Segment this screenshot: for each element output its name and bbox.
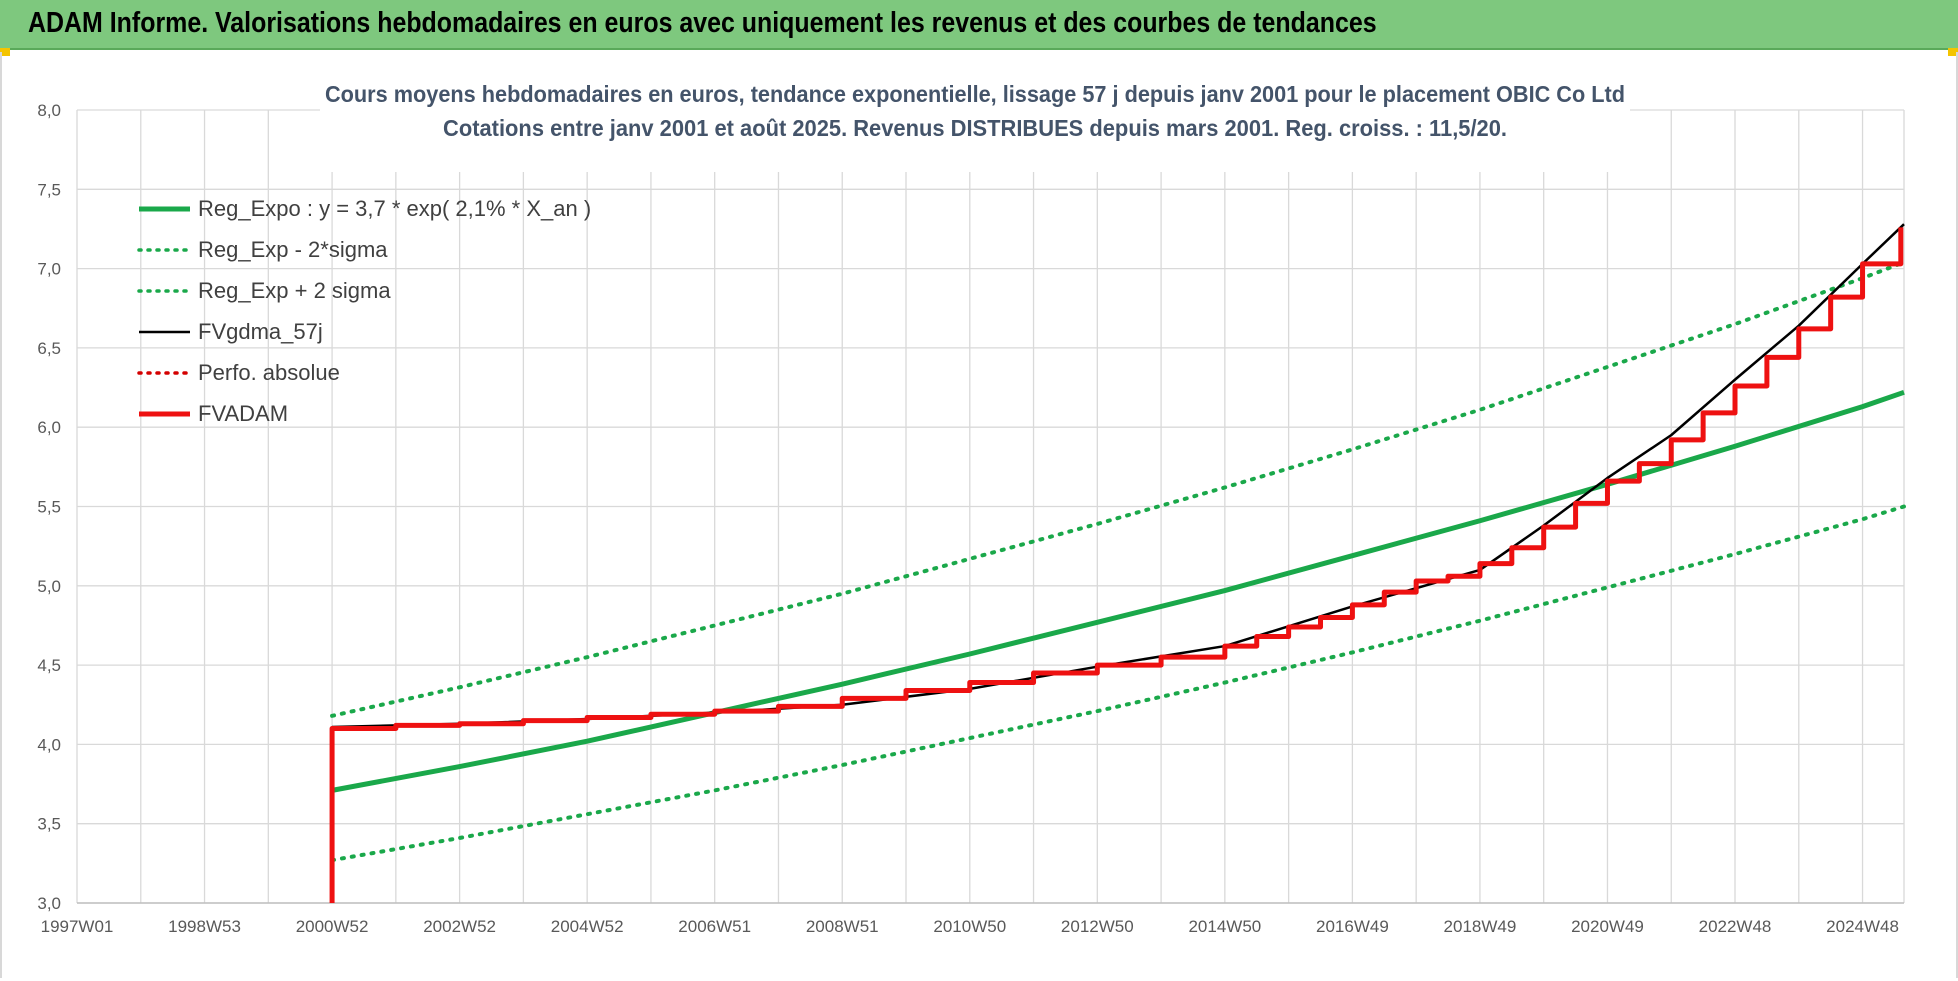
y-tick-label: 4,5 (37, 656, 61, 675)
series-line-0 (331, 389, 1905, 793)
x-tick-label: 2002W52 (423, 917, 496, 936)
x-tick-label: 2022W48 (1699, 917, 1772, 936)
y-tick-label: 4,0 (37, 735, 61, 754)
series-line-5 (329, 227, 1904, 903)
y-tick-label: 8,0 (37, 101, 61, 120)
x-tick-label: 2014W50 (1188, 917, 1261, 936)
corner-marker-left (0, 48, 10, 56)
x-tick-label: 2008W51 (806, 917, 879, 936)
y-tick-label: 5,5 (37, 498, 61, 517)
legend: Reg_Expo : y = 3,7 * exp( 2,1% * X_an ) R… (137, 196, 591, 426)
legend-label-2: Reg_Exp + 2 sigma (198, 278, 391, 303)
report-title: ADAM Informe. Valorisations hebdomadaire… (28, 7, 1377, 39)
legend-label-4: Perfo. absolue (198, 360, 340, 385)
chart-subtitle: Cotations entre janv 2001 et août 2025. … (443, 115, 1507, 141)
legend-label-3: FVgdma_57j (198, 319, 323, 344)
series-line-3 (332, 223, 1905, 729)
x-tick-label: 2012W50 (1061, 917, 1134, 936)
title-background (320, 82, 1630, 172)
x-tick-label: 1998W53 (168, 917, 241, 936)
x-tick-label: 1997W01 (41, 917, 114, 936)
y-tick-label: 6,5 (37, 339, 61, 358)
y-tick-label: 3,5 (37, 815, 61, 834)
y-tick-label: 3,0 (37, 894, 61, 913)
x-tick-label: 2000W52 (296, 917, 369, 936)
y-tick-label: 7,5 (37, 180, 61, 199)
x-tick-label: 2024W48 (1826, 917, 1899, 936)
x-tick-label: 2006W51 (678, 917, 751, 936)
x-tick-label: 2020W49 (1571, 917, 1644, 936)
grid-layer (76, 109, 1905, 904)
report-banner: ADAM Informe. Valorisations hebdomadaire… (0, 0, 1958, 50)
axis-layer: 3,0 3,5 4,0 4,5 5,0 5,5 6,0 6,5 7,0 7,5 8,0 1997W01… (37, 101, 1904, 936)
y-tick-label: 6,0 (37, 418, 61, 437)
x-tick-label: 2010W50 (933, 917, 1006, 936)
line-chart: 3,0 3,5 4,0 4,5 5,0 5,5 6,0 6,5 7,0 7,5 8,0 1997W01… (37, 81, 1906, 936)
y-tick-label: 7,0 (37, 260, 61, 279)
x-tick-label: 2018W49 (1444, 917, 1517, 936)
series-layer (329, 223, 1906, 903)
y-tick-label: 5,0 (37, 577, 61, 596)
x-tick-label: 2016W49 (1316, 917, 1389, 936)
corner-marker-right (1948, 48, 1958, 56)
legend-label-1: Reg_Exp - 2*sigma (198, 237, 388, 262)
series-line-1 (330, 504, 1906, 863)
legend-label-5: FVADAM (198, 401, 288, 426)
chart-frame: 3,0 3,5 4,0 4,5 5,0 5,5 6,0 6,5 7,0 7,5 8,0 1997W01… (0, 52, 1958, 978)
chart-title: Cours moyens hebdomadaires en euros, ten… (325, 81, 1625, 107)
series-line-2 (330, 260, 1906, 718)
legend-label-0: Reg_Expo : y = 3,7 * exp( 2,1% * X_an ) (198, 196, 591, 221)
x-tick-label: 2004W52 (551, 917, 624, 936)
